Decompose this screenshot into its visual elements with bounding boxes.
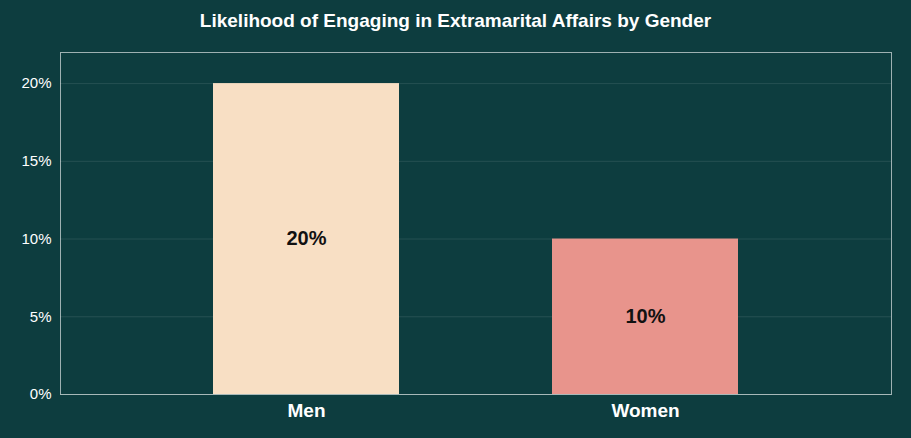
svg-text:Women: Women — [611, 400, 679, 421]
svg-text:Men: Men — [288, 400, 326, 421]
html-text:Likelihood of Engaging in Extr: Likelihood of Engaging in Extramarital A… — [199, 10, 712, 31]
svg-text:0%: 0% — [30, 385, 52, 402]
svg-text:15%: 15% — [21, 152, 51, 169]
svg-text:10%: 10% — [21, 230, 51, 247]
svg-text:10%: 10% — [625, 305, 665, 327]
svg-text:20%: 20% — [286, 227, 326, 249]
svg-text:20%: 20% — [21, 74, 51, 91]
svg-text:5%: 5% — [30, 308, 52, 325]
